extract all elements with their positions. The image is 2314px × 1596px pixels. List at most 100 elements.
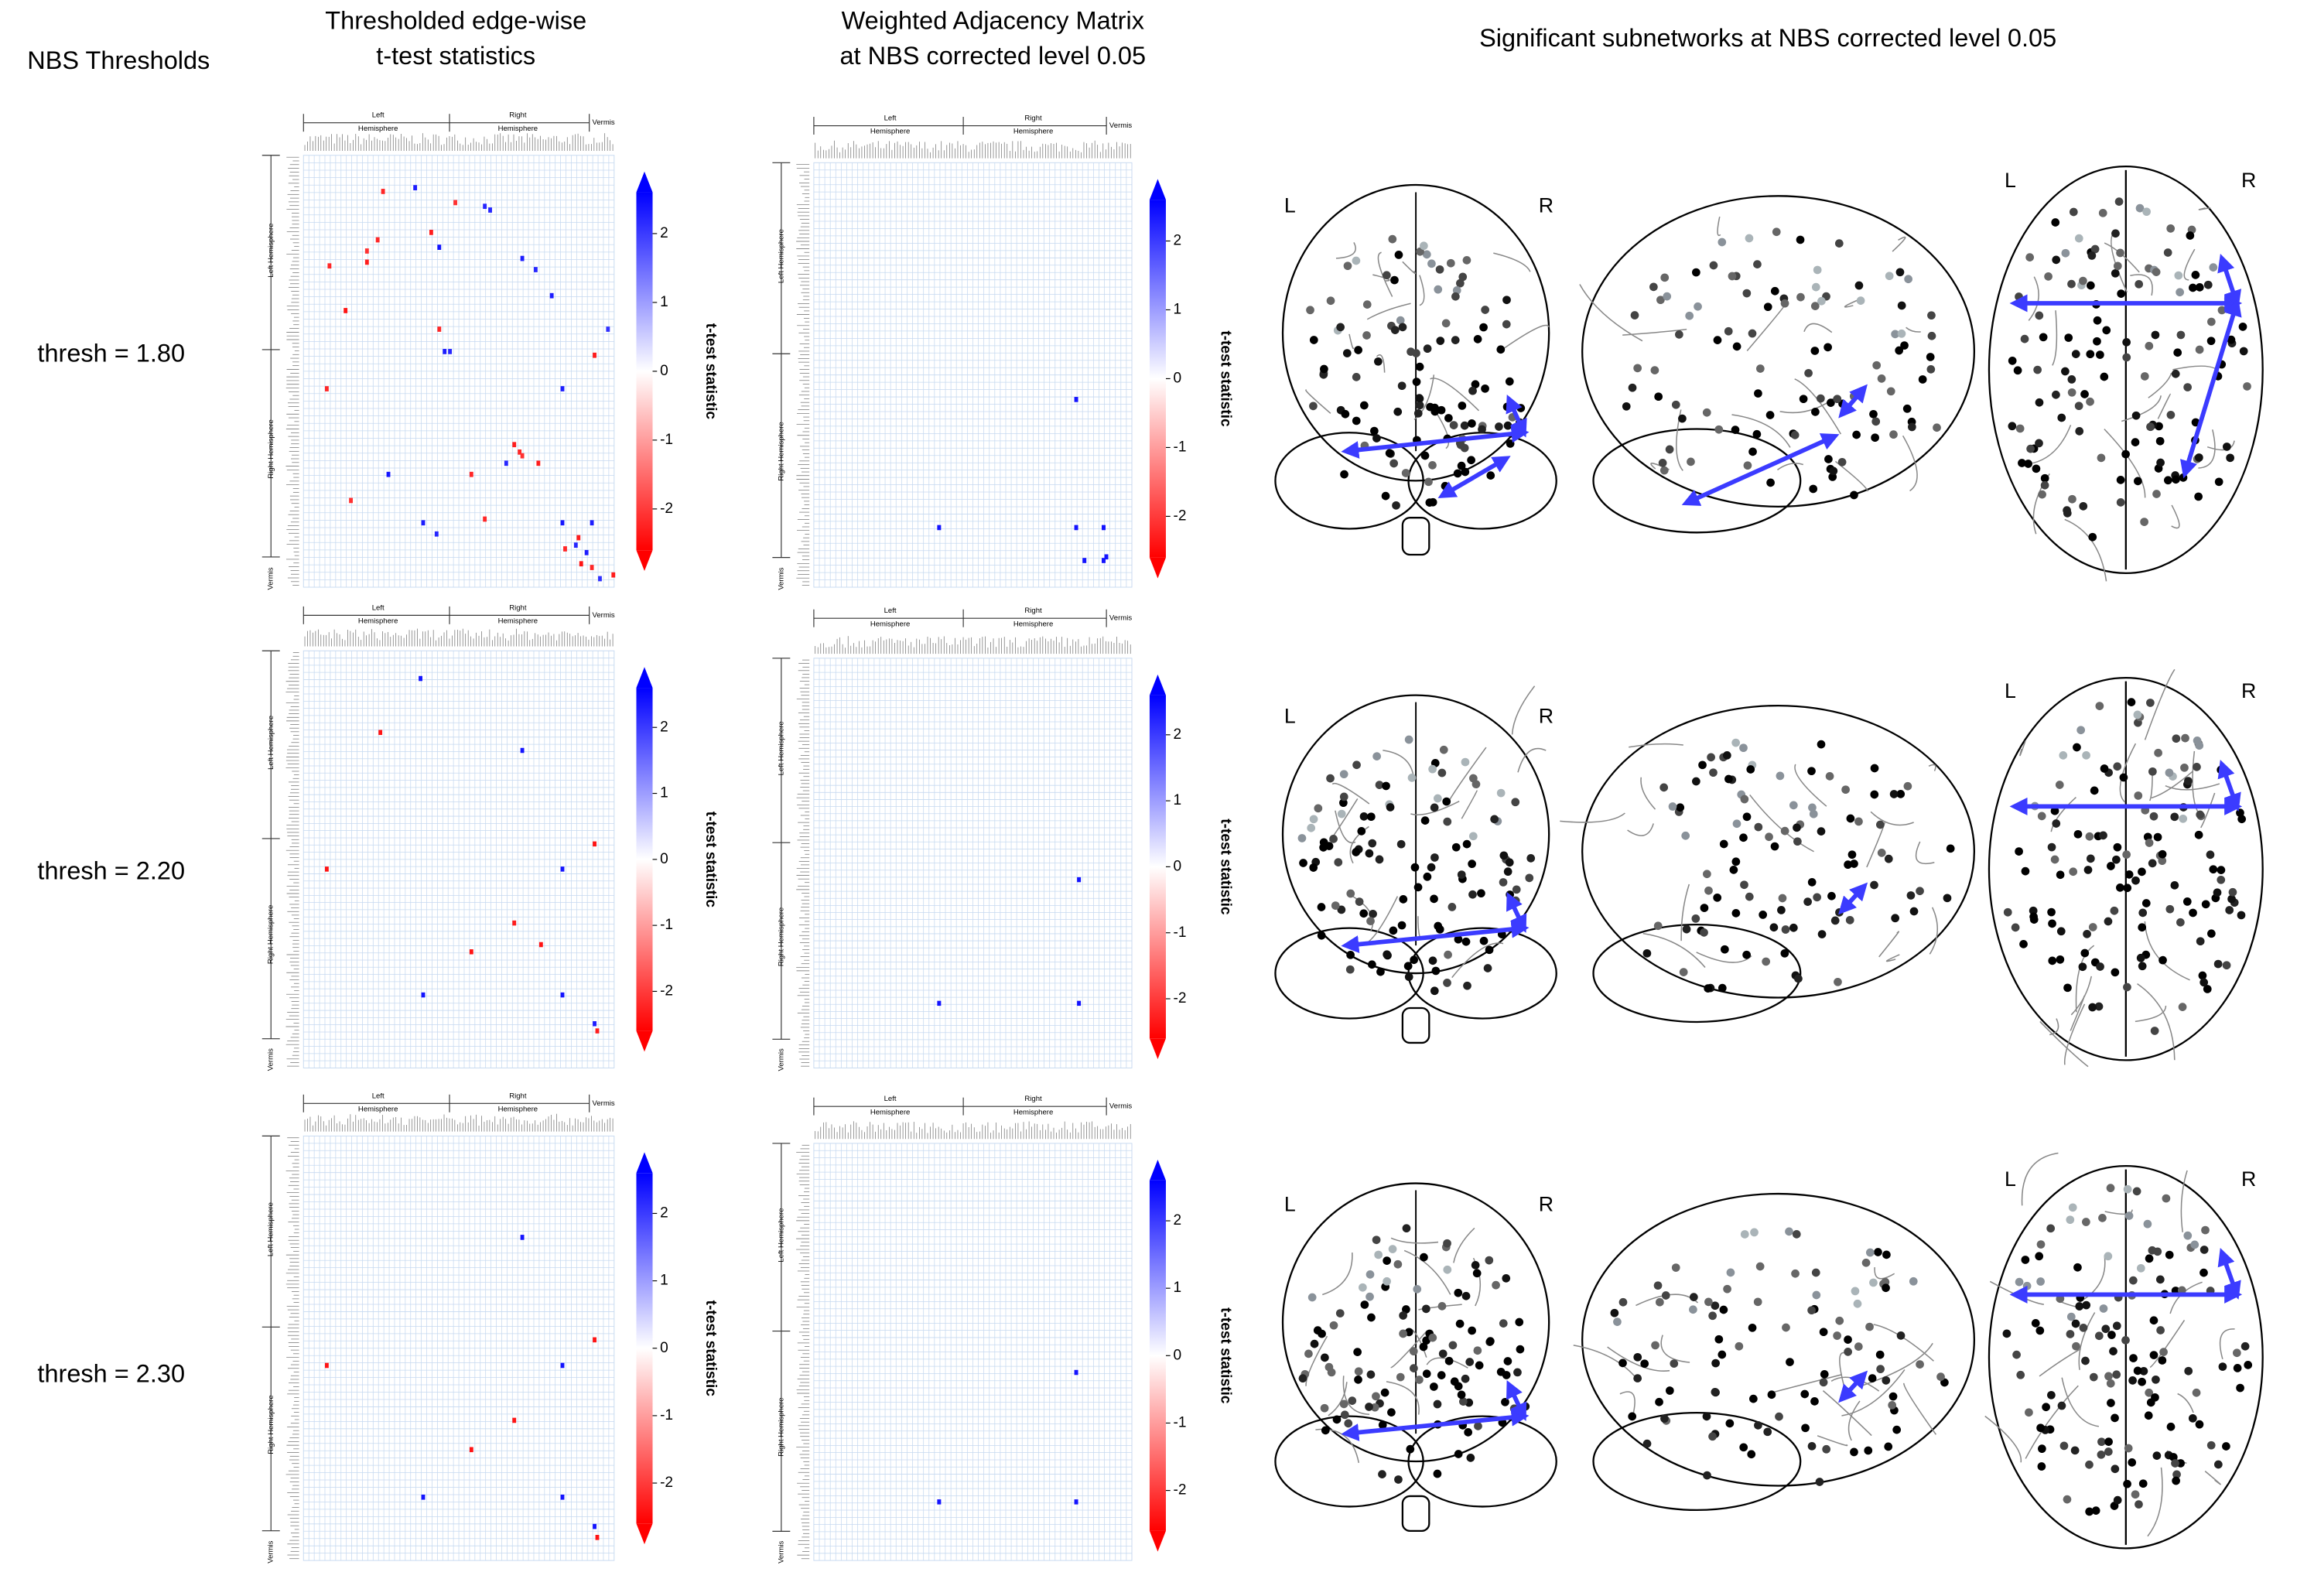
brain-node	[1713, 893, 1722, 902]
column-group-label: Hemisphere	[498, 1105, 538, 1113]
brain-node	[2149, 812, 2158, 821]
brain-node	[1309, 402, 1318, 411]
brain-node	[1468, 890, 1477, 899]
brain-node	[1793, 837, 1802, 846]
brain-node	[1692, 777, 1700, 786]
brain-node	[1297, 834, 1307, 842]
brain-node	[1872, 361, 1882, 370]
brain-node	[1767, 1390, 1776, 1399]
brain-node	[1794, 974, 1803, 983]
brain-node	[1906, 891, 1916, 900]
brain-node	[1728, 272, 1737, 281]
brain-node	[1790, 431, 1800, 439]
brain-node	[1895, 268, 1905, 277]
colorbar-extend	[636, 1030, 653, 1052]
brain-node	[1372, 1392, 1380, 1401]
brain-node	[2166, 1422, 2176, 1431]
brain-node	[1651, 1341, 1659, 1350]
brain-node	[2107, 1399, 2115, 1407]
colorbar-tick-label: 1	[660, 294, 668, 310]
brain-node	[2104, 917, 2113, 926]
brain-node	[2048, 956, 2057, 965]
brain-node	[1668, 802, 1677, 811]
brain-node	[1381, 491, 1390, 501]
brainstem-outline	[1401, 517, 1430, 556]
brain-node	[2237, 815, 2247, 824]
brain-node	[2174, 271, 2183, 280]
brain-node	[2188, 1413, 2197, 1423]
brain-node	[2183, 383, 2192, 391]
network-edge	[1838, 1370, 1868, 1403]
matrix-cell	[1102, 558, 1106, 563]
sulcus	[2200, 792, 2216, 829]
colorbar-tick-label: -1	[660, 432, 673, 448]
sulcus	[1335, 810, 1356, 844]
brain-node	[1830, 916, 1840, 925]
sulcus	[1493, 252, 1531, 272]
sulcus	[1928, 764, 1936, 771]
brain-node	[1746, 765, 1755, 774]
brain-node	[2206, 850, 2215, 860]
sulcus	[1511, 685, 1536, 735]
brain-node	[2138, 908, 2148, 918]
brain-node	[1366, 812, 1376, 822]
brain-node	[2070, 1446, 2080, 1455]
brain-node	[1420, 451, 1430, 460]
brain-node	[2155, 1275, 2165, 1284]
brain-node	[2158, 955, 2167, 965]
matrix-cell	[375, 237, 380, 243]
brain-node	[2015, 424, 2025, 433]
brain-node	[2195, 283, 2204, 292]
row-group-label: Left Hemisphere	[777, 1208, 785, 1263]
brain-node	[1378, 1470, 1386, 1478]
sulcus	[1417, 916, 1420, 938]
brain-node	[1789, 923, 1798, 932]
brain-node	[1799, 395, 1808, 404]
brain-node	[1397, 921, 1407, 930]
brain-node	[1468, 1326, 1476, 1335]
brain-node	[1714, 425, 1724, 434]
brain-node	[2089, 1372, 2098, 1382]
brain-node	[1718, 983, 1727, 993]
brain-node	[1803, 897, 1812, 906]
brain-node	[2225, 906, 2234, 914]
brain-node	[1865, 1322, 1874, 1331]
brain-node	[1933, 423, 1941, 432]
row-group-label: Right Hemisphere	[777, 422, 785, 480]
brain-node	[1430, 803, 1439, 812]
brain-node	[2238, 322, 2247, 331]
brain-node	[2184, 1366, 2193, 1376]
sulcus	[2070, 976, 2093, 1016]
brain-node	[2044, 272, 2053, 281]
brain-node	[2097, 453, 2106, 463]
brain-node	[1479, 936, 1489, 945]
brain-node	[2104, 1447, 2113, 1456]
brain-node	[1365, 1403, 1373, 1411]
matrix-cell	[344, 308, 348, 313]
brain-node	[1770, 286, 1779, 296]
brain-node	[1789, 801, 1798, 810]
column-group-label: Vermis	[1109, 614, 1132, 623]
brain-node	[1441, 319, 1451, 328]
brain-node	[2109, 1347, 2117, 1355]
brain-node	[1896, 1331, 1906, 1340]
brain-node	[2035, 1326, 2045, 1335]
matrix-cell	[573, 542, 578, 549]
matrix-cell	[512, 442, 517, 448]
matrix-cell	[595, 1535, 600, 1540]
brain-node	[2195, 345, 2204, 354]
brain-node	[1850, 860, 1858, 868]
brain-node	[1909, 907, 1919, 916]
brain-node	[1909, 1276, 1918, 1286]
sulcus	[1660, 1335, 1690, 1363]
brain-node	[2032, 464, 2041, 473]
brain-node	[1833, 1331, 1841, 1340]
brain-node	[2148, 1246, 2157, 1255]
brain-node	[1884, 854, 1893, 863]
sulcus	[1847, 1400, 1861, 1441]
brain-node	[1321, 1426, 1330, 1435]
brain-node	[1505, 858, 1514, 867]
brain-node	[1703, 870, 1711, 879]
brain-node	[1437, 768, 1447, 777]
matrix-panel: Left Hemisphere Right Hemisphere Vermis Left …	[772, 1095, 1133, 1564]
